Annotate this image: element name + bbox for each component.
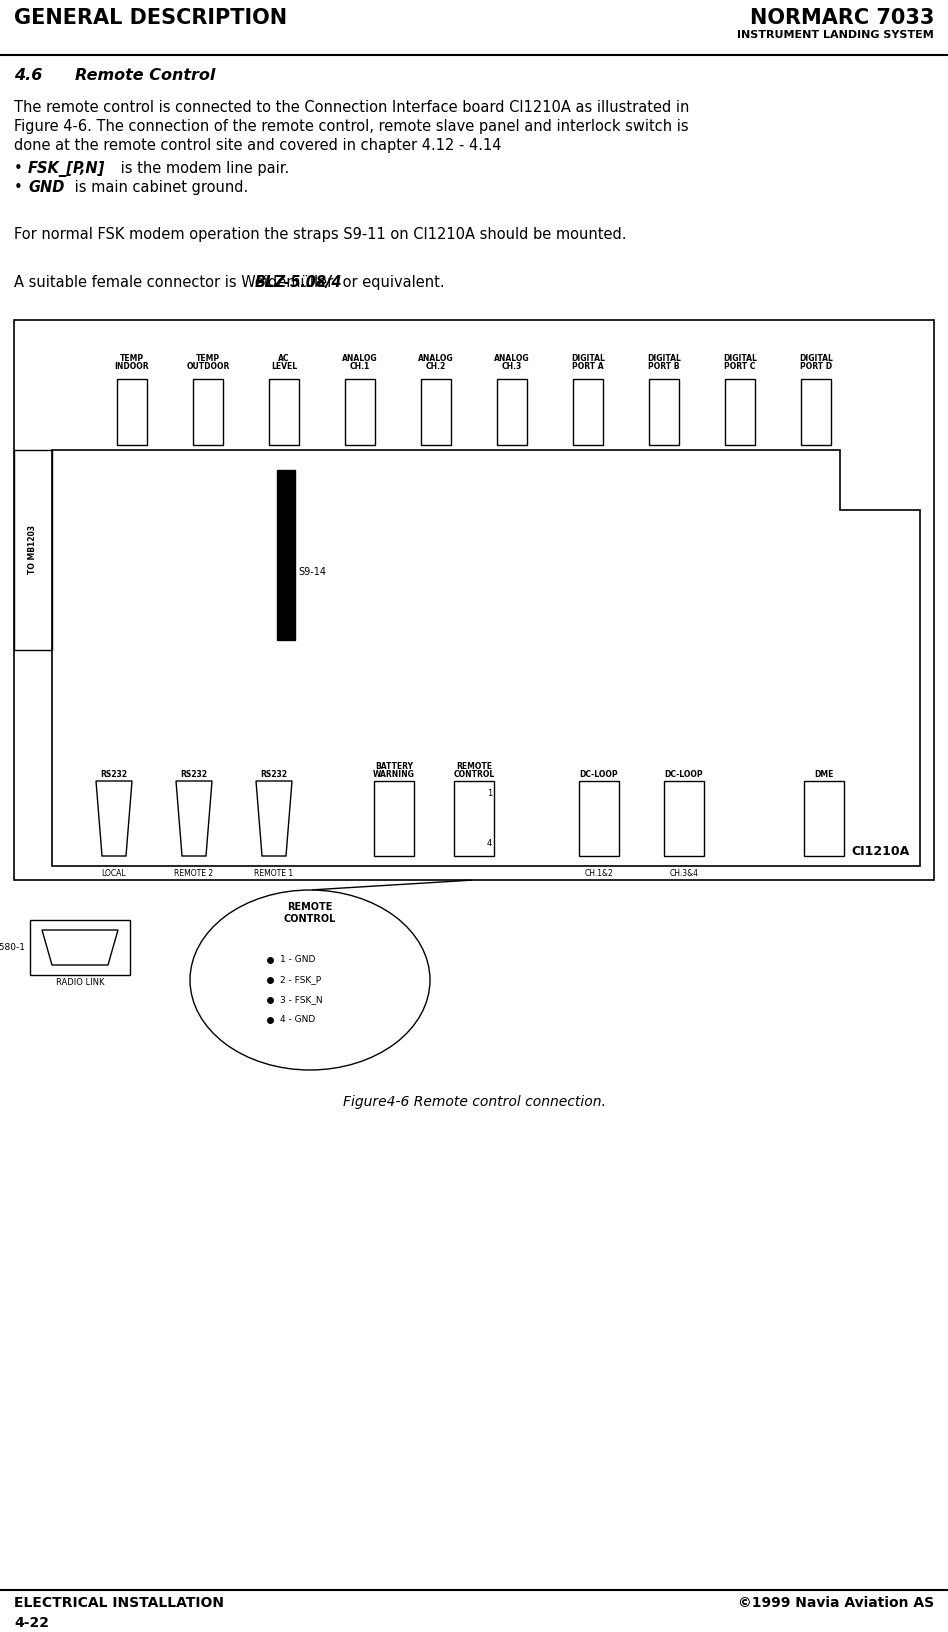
Bar [801, 379, 831, 446]
Bar [193, 379, 223, 446]
Text: NORMARC 7033: NORMARC 7033 [750, 8, 934, 28]
Text: LOCAL: LOCAL [101, 868, 126, 878]
Text: RS232: RS232 [261, 770, 287, 778]
Text: DME: DME [814, 770, 833, 778]
Text: TEMP: TEMP [196, 354, 220, 362]
Text: CH.2: CH.2 [426, 362, 447, 370]
Text: 1: 1 [486, 788, 492, 798]
Bar [497, 379, 527, 446]
Text: CH.3: CH.3 [501, 362, 522, 370]
Text: ANALOG: ANALOG [494, 354, 530, 362]
Text: 3 - FSK_N: 3 - FSK_N [280, 996, 322, 1005]
Text: ANALOG: ANALOG [418, 354, 454, 362]
Text: INDOOR: INDOOR [115, 362, 150, 370]
Text: REMOTE
CONTROL: REMOTE CONTROL [283, 902, 337, 924]
Text: S9-14: S9-14 [299, 566, 326, 578]
Text: CH.1&2: CH.1&2 [585, 868, 613, 878]
Text: Figure 4-6. The connection of the remote control, remote slave panel and interlo: Figure 4-6. The connection of the remote… [14, 119, 688, 134]
Text: is the modem line pair.: is the modem line pair. [116, 162, 289, 176]
Bar [14, 450, 52, 650]
Text: CH.1: CH.1 [350, 362, 370, 370]
Text: 1 - GND: 1 - GND [280, 955, 316, 965]
Text: For normal FSK modem operation the straps S9-11 on CI1210A should be mounted.: For normal FSK modem operation the strap… [14, 227, 627, 243]
Text: or equivalent.: or equivalent. [338, 276, 445, 290]
Text: 2 - FSK_P: 2 - FSK_P [280, 976, 321, 984]
Text: •: • [14, 162, 23, 176]
Text: TEMP: TEMP [120, 354, 144, 362]
Text: 4-22: 4-22 [14, 1616, 49, 1630]
Bar [649, 379, 679, 446]
Text: 4: 4 [486, 839, 492, 849]
Text: DC-LOOP: DC-LOOP [579, 770, 618, 778]
Text: ANALOG: ANALOG [342, 354, 378, 362]
Bar [725, 379, 755, 446]
Text: PORT D: PORT D [800, 362, 832, 370]
Bar [278, 470, 296, 640]
Text: The remote control is connected to the Connection Interface board CI1210A as ill: The remote control is connected to the C… [14, 100, 689, 114]
Text: ©1999 Navia Aviation AS: ©1999 Navia Aviation AS [738, 1596, 934, 1611]
Text: GENERAL DESCRIPTION: GENERAL DESCRIPTION [14, 8, 287, 28]
Text: Figure4-6 Remote control connection.: Figure4-6 Remote control connection. [342, 1095, 606, 1110]
Text: BATTERY: BATTERY [375, 762, 413, 770]
Text: BLZ-5.08/4: BLZ-5.08/4 [255, 276, 342, 290]
Text: DIGITAL: DIGITAL [571, 354, 605, 362]
Text: WARNING: WARNING [374, 770, 415, 778]
Text: PORT B: PORT B [648, 362, 680, 370]
Bar [664, 782, 704, 857]
Text: INSTRUMENT LANDING SYSTEM: INSTRUMENT LANDING SYSTEM [738, 29, 934, 41]
Text: LEVEL: LEVEL [271, 362, 297, 370]
Text: GND: GND [28, 180, 64, 194]
Text: REMOTE: REMOTE [456, 762, 492, 770]
Text: A suitable female connector is Weidemüller: A suitable female connector is Weidemüll… [14, 276, 337, 290]
Text: RADIO LINK: RADIO LINK [56, 978, 104, 987]
Text: AC: AC [279, 354, 290, 362]
Text: OUTDOOR: OUTDOOR [187, 362, 229, 370]
Bar [117, 379, 147, 446]
Text: HBK580-1: HBK580-1 [0, 943, 25, 951]
Bar [454, 782, 494, 857]
Text: •: • [14, 180, 23, 194]
Text: REMOTE 1: REMOTE 1 [254, 868, 294, 878]
Text: 4 - GND: 4 - GND [280, 1015, 316, 1025]
Text: CI1210A: CI1210A [851, 845, 910, 858]
Text: DIGITAL: DIGITAL [723, 354, 757, 362]
Text: TO MB1203: TO MB1203 [28, 526, 38, 574]
Text: ELECTRICAL INSTALLATION: ELECTRICAL INSTALLATION [14, 1596, 224, 1611]
Text: PORT C: PORT C [724, 362, 756, 370]
Text: DC-LOOP: DC-LOOP [665, 770, 703, 778]
Text: CONTROL: CONTROL [453, 770, 495, 778]
Text: DIGITAL: DIGITAL [799, 354, 833, 362]
Text: 4.6: 4.6 [14, 69, 43, 83]
Bar [269, 379, 299, 446]
Bar [374, 782, 414, 857]
Text: FSK_[P,N]: FSK_[P,N] [28, 162, 105, 176]
Text: REMOTE 2: REMOTE 2 [174, 868, 213, 878]
Text: RS232: RS232 [100, 770, 127, 778]
Text: PORT A: PORT A [573, 362, 604, 370]
Bar [30, 920, 130, 974]
Bar [573, 379, 603, 446]
Bar [804, 782, 844, 857]
Bar [421, 379, 451, 446]
Text: DIGITAL: DIGITAL [647, 354, 681, 362]
Text: done at the remote control site and covered in chapter 4.12 - 4.14: done at the remote control site and cove… [14, 139, 501, 153]
Text: Remote Control: Remote Control [75, 69, 215, 83]
Bar [14, 320, 934, 880]
Text: CH.3&4: CH.3&4 [669, 868, 699, 878]
Text: RS232: RS232 [180, 770, 208, 778]
Bar [579, 782, 619, 857]
Bar [345, 379, 375, 446]
Text: is main cabinet ground.: is main cabinet ground. [70, 180, 248, 194]
